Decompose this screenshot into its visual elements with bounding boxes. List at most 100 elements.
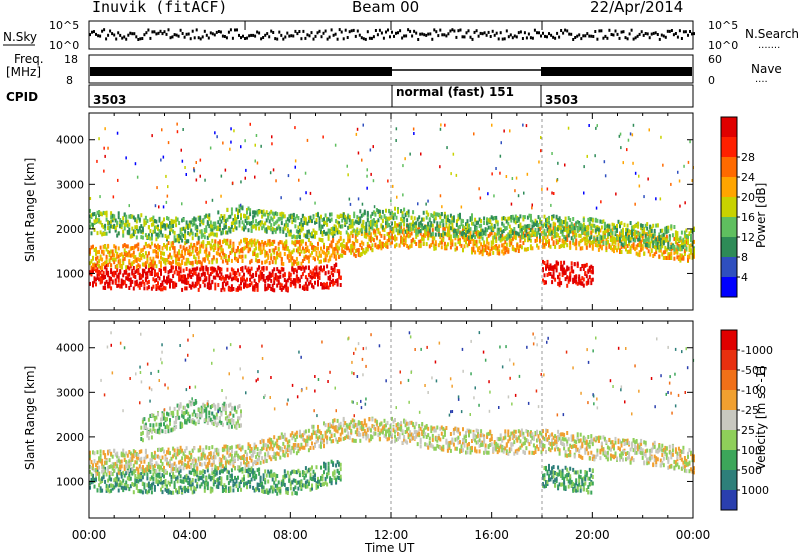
- scatter-cell-2: [306, 221, 309, 226]
- scatter-cell-0: [546, 259, 549, 264]
- scatter-cell-1: [285, 244, 288, 249]
- scatter-cell-1: [413, 228, 416, 233]
- scatter-cell-1: [140, 256, 143, 261]
- scatter-cell-1: [220, 249, 223, 254]
- scatter-cell-2: [523, 224, 526, 229]
- scatter-cell-0: [317, 279, 319, 284]
- scatter-speck: [229, 147, 231, 151]
- scatter-speck: [567, 126, 570, 130]
- scatter-cell-0: [315, 272, 318, 277]
- scatter-cell-1: [656, 239, 659, 244]
- scatter-cell-1: [184, 261, 187, 266]
- scatter-cell-2: [584, 225, 587, 230]
- scatter-cell-2: [206, 214, 209, 219]
- nsky-sample: [654, 31, 657, 35]
- scatter-cell-1: [182, 246, 185, 251]
- scatter-cell-1: [252, 250, 255, 255]
- scatter-cell-0: [301, 272, 304, 277]
- scatter-speck: [244, 139, 246, 143]
- scatter-cell-2: [285, 223, 288, 228]
- scatter-cell-2: [311, 232, 313, 237]
- scatter-cell-0: [135, 279, 138, 284]
- scatter-cell-1: [366, 232, 369, 237]
- scatter-cell-0: [104, 479, 107, 484]
- scatter-cell-1: [161, 251, 164, 256]
- scatter-cell-0: [249, 277, 252, 282]
- scatter-cell-0: [185, 267, 188, 271]
- scatter-cell-0: [193, 468, 196, 473]
- scatter-cell-1: [249, 247, 252, 252]
- scatter-cell-1: [282, 244, 285, 249]
- scatter-speck: [583, 191, 585, 195]
- scatter-cell-0: [208, 286, 211, 291]
- scatter-cell-0: [126, 273, 129, 278]
- scatter-cell-1: [554, 222, 557, 227]
- scatter-cell-1: [160, 251, 162, 256]
- scatter-cell-1: [655, 247, 658, 252]
- scatter-cell-2: [653, 245, 656, 250]
- scatter-cell-1: [690, 243, 692, 248]
- scatter-cell-1: [323, 258, 325, 263]
- scatter-cell-1: [351, 248, 354, 253]
- scatter-cell-2: [253, 210, 256, 215]
- scatter-cell-0: [158, 276, 161, 281]
- scatter-cell-1: [623, 244, 626, 249]
- scatter-cell-1: [635, 245, 638, 250]
- scatter-cell-1: [338, 238, 341, 243]
- scatter-cell-0: [132, 470, 135, 475]
- scatter-cell-2: [514, 220, 517, 225]
- scatter-cell-0: [214, 468, 217, 473]
- scatter-cell-1: [360, 232, 363, 236]
- nsky-sample: [91, 30, 93, 34]
- scatter-cell-0: [261, 271, 264, 276]
- scatter-speck: [184, 166, 186, 169]
- scatter-cell-2: [271, 217, 274, 222]
- nsearch-tick-bottom: 10^0: [708, 39, 738, 52]
- scatter-cell-2: [205, 225, 208, 230]
- scatter-cell-2: [474, 224, 477, 229]
- scatter-cell-2: [199, 222, 202, 227]
- scatter-cell-1: [95, 251, 97, 256]
- scatter-cell-2: [193, 219, 196, 224]
- scatter-cell-2: [300, 224, 303, 229]
- scatter-cell-2: [90, 231, 93, 236]
- scatter-cell-1: [368, 228, 371, 233]
- scatter-cell-2: [483, 221, 486, 225]
- scatter-cell-2: [531, 231, 534, 236]
- scatter-cell-1: [437, 243, 440, 248]
- scatter-cell-2: [652, 244, 655, 249]
- nsky-sample: [177, 34, 180, 38]
- scatter-cell-0: [217, 477, 220, 482]
- scatter-cell-2: [255, 226, 258, 231]
- scatter-speck: [185, 173, 187, 176]
- scatter-cell-0: [206, 267, 209, 272]
- scatter-cell-0: [92, 283, 94, 288]
- scatter-cell-1: [581, 246, 584, 251]
- scatter-cell-1: [270, 256, 273, 261]
- scatter-speck: [103, 169, 105, 173]
- scatter-cell-2: [119, 220, 122, 225]
- scatter-cell-1: [132, 245, 135, 250]
- scatter-cell-0: [155, 287, 158, 291]
- scatter-cell-1: [282, 262, 285, 266]
- nsky-sample: [560, 29, 563, 32]
- scatter-cell-0: [163, 480, 165, 484]
- scatter-cell-2: [221, 230, 224, 234]
- scatter-cell-1: [122, 258, 125, 263]
- scatter-cell-2: [584, 238, 587, 243]
- scatter-speck: [670, 182, 672, 186]
- scatter-cell-1: [693, 254, 695, 259]
- scatter-cell-1: [606, 229, 609, 234]
- nsky-sample: [562, 31, 565, 35]
- scatter-cell-0: [125, 486, 128, 491]
- scatter-cell-0: [179, 474, 182, 479]
- scatter-cell-2: [191, 218, 194, 223]
- scatter-cell-2: [323, 220, 325, 225]
- scatter-speck: [156, 186, 158, 190]
- scatter-cell-1: [143, 245, 146, 250]
- scatter-cell-0: [193, 489, 196, 494]
- scatter-cell-1: [419, 231, 422, 236]
- scatter-cell-2: [555, 214, 558, 219]
- scatter-cell-1: [446, 226, 449, 231]
- scatter-cell-1: [297, 249, 300, 254]
